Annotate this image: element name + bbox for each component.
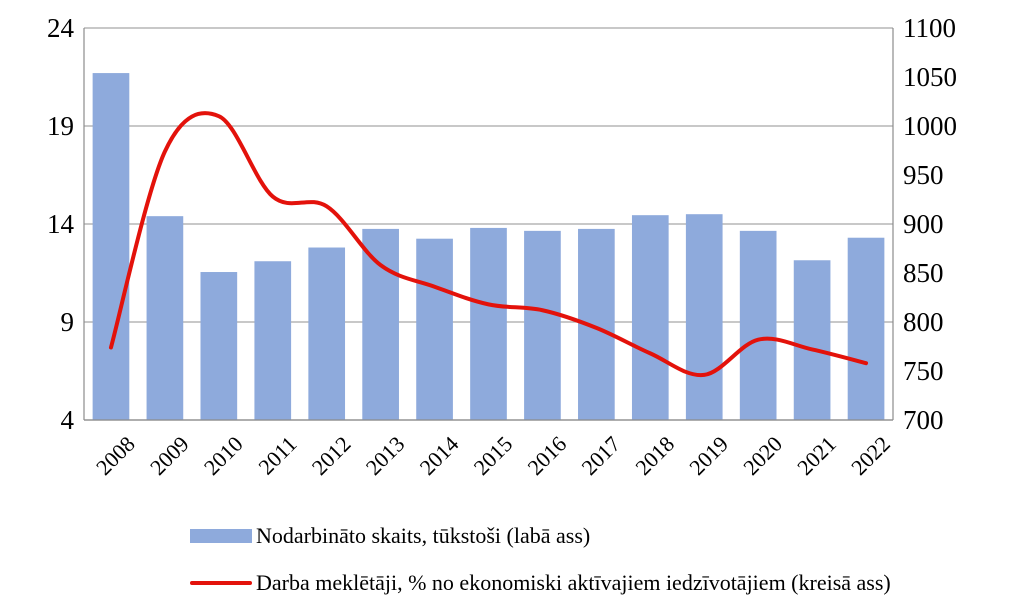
x-tick-label: 2013 — [361, 431, 410, 480]
x-tick-label: 2008 — [91, 431, 140, 480]
right-tick-label: 1100 — [903, 13, 956, 43]
x-tick-label: 2018 — [630, 431, 679, 480]
left-tick-label: 14 — [47, 209, 75, 239]
right-tick-label: 700 — [903, 405, 944, 435]
x-tick-label: 2016 — [522, 431, 571, 480]
left-tick-label: 19 — [47, 111, 74, 141]
bar-2012 — [308, 247, 346, 420]
bar-2019 — [685, 214, 723, 420]
bar-2010 — [200, 272, 238, 420]
legend-item-line: Darba meklētāji, % no ekonomiski aktīvaj… — [190, 570, 891, 596]
right-tick-label: 800 — [903, 307, 944, 337]
right-tick-label: 750 — [903, 356, 944, 386]
x-tick-label: 2014 — [415, 431, 464, 480]
line-series — [108, 111, 869, 377]
x-tick-label: 2017 — [576, 431, 625, 480]
x-tick-label: 2015 — [469, 431, 518, 480]
x-tick-label: 2020 — [738, 431, 787, 480]
x-tick-label: 2009 — [145, 431, 194, 480]
x-tick-label: 2019 — [684, 431, 733, 480]
bar-2015 — [470, 227, 507, 420]
bar-2020 — [739, 230, 777, 420]
left-tick-label: 9 — [61, 307, 75, 337]
x-tick-label: 2021 — [792, 431, 841, 480]
right-tick-label: 850 — [903, 258, 944, 288]
legend-label-bar: Nodarbināto skaits, tūkstoši (labā ass) — [256, 523, 591, 548]
x-tick-label: 2022 — [846, 431, 895, 480]
legend-swatch-bar — [190, 529, 252, 543]
plot-frame — [83, 28, 894, 421]
legend-item-bar: Nodarbināto skaits, tūkstoši (labā ass) — [190, 523, 590, 549]
x-tick-label: 2011 — [253, 431, 301, 479]
left-tick-label: 24 — [47, 13, 75, 43]
x-tick-label: 2010 — [199, 431, 248, 480]
bar-2011 — [254, 261, 292, 420]
right-y-axis: 700 750 800 850 900 950 1000 1050 1100 — [903, 13, 957, 435]
bar-2008 — [92, 73, 130, 420]
left-y-axis: 4 9 14 19 24 — [47, 13, 75, 435]
right-tick-label: 1050 — [903, 62, 957, 92]
bar-2009 — [146, 216, 184, 420]
unemployment-line — [108, 111, 869, 377]
bar-2018 — [631, 215, 669, 420]
bar-2021 — [793, 260, 831, 420]
x-tick-label: 2012 — [307, 431, 356, 480]
x-axis: 2008 2009 2010 2011 2012 2013 2014 2015 2016 2017… — [91, 431, 895, 480]
right-tick-label: 1000 — [903, 111, 957, 141]
right-tick-label: 950 — [903, 160, 944, 190]
bar-series — [92, 73, 885, 420]
right-tick-label: 900 — [903, 209, 944, 239]
bar-2022 — [847, 237, 885, 420]
legend-label-line: Darba meklētāji, % no ekonomiski aktīvaj… — [256, 570, 891, 595]
left-tick-label: 4 — [61, 405, 75, 435]
bar-2014 — [416, 238, 453, 420]
bar-2016 — [524, 230, 561, 420]
bar-2013 — [362, 228, 399, 420]
legend-swatch-line — [190, 581, 252, 585]
